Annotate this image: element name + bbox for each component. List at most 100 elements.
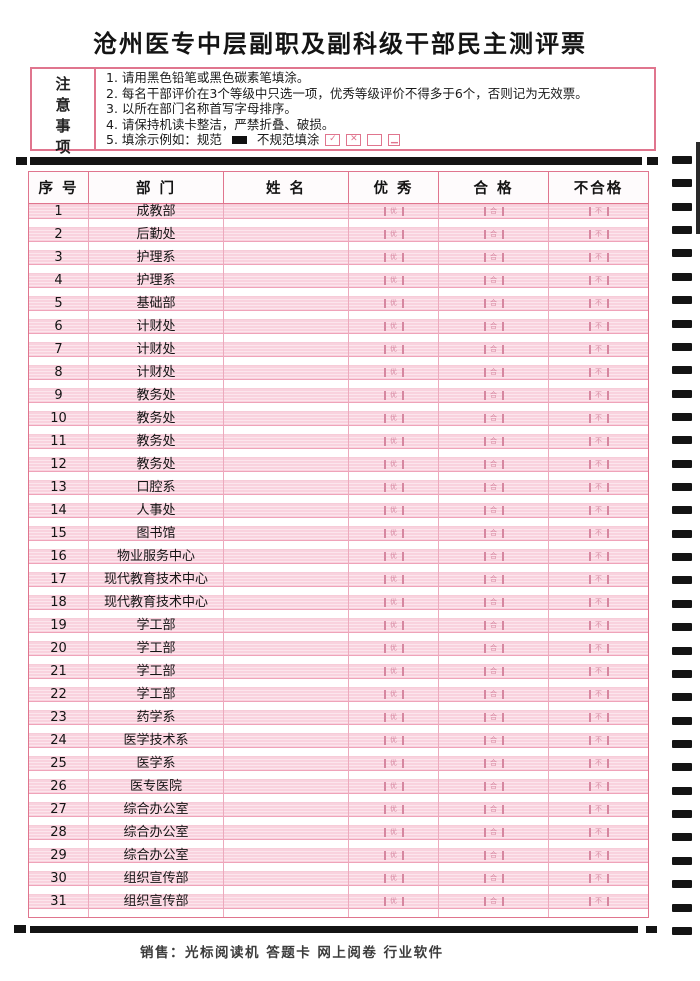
bubble-unqualified[interactable]: 不 [588,345,609,354]
bubble-unqualified[interactable]: 不 [588,713,609,722]
bubble-excellent[interactable]: 优 [383,529,404,538]
bubble-unqualified[interactable]: 不 [588,736,609,745]
bubble-unqualified[interactable]: 不 [588,322,609,331]
bubble-excellent[interactable]: 优 [383,690,404,699]
bubble-qualified[interactable]: 合 [483,460,504,469]
bubble-unqualified[interactable]: 不 [588,598,609,607]
bubble-excellent[interactable]: 优 [383,322,404,331]
bubble-qualified[interactable]: 合 [483,644,504,653]
bubble-qualified[interactable]: 合 [483,483,504,492]
bubble-excellent[interactable]: 优 [383,276,404,285]
bubble-unqualified[interactable]: 不 [588,529,609,538]
bubble-excellent[interactable]: 优 [383,621,404,630]
bubble-excellent[interactable]: 优 [383,851,404,860]
bubble-qualified[interactable]: 合 [483,782,504,791]
bubble-excellent[interactable]: 优 [383,299,404,308]
bubble-excellent[interactable]: 优 [383,230,404,239]
bubble-excellent[interactable]: 优 [383,345,404,354]
bubble-qualified[interactable]: 合 [483,368,504,377]
bubble-qualified[interactable]: 合 [483,598,504,607]
bubble-unqualified[interactable]: 不 [588,391,609,400]
row-number: 16 [29,549,89,572]
bubble-unqualified[interactable]: 不 [588,828,609,837]
row-number: 5 [29,296,89,319]
bubble-excellent[interactable]: 优 [383,391,404,400]
timing-mark [672,506,692,515]
bubble-unqualified[interactable]: 不 [588,299,609,308]
bubble-unqualified[interactable]: 不 [588,207,609,216]
bubble-unqualified[interactable]: 不 [588,897,609,906]
bubble-unqualified[interactable]: 不 [588,621,609,630]
bubble-excellent[interactable]: 优 [383,805,404,814]
bubble-excellent[interactable]: 优 [383,782,404,791]
bubble-unqualified[interactable]: 不 [588,575,609,584]
bubble-qualified[interactable]: 合 [483,828,504,837]
bubble-qualified[interactable]: 合 [483,207,504,216]
bubble-qualified[interactable]: 合 [483,874,504,883]
bubble-unqualified[interactable]: 不 [588,253,609,262]
bubble-qualified[interactable]: 合 [483,736,504,745]
bubble-qualified[interactable]: 合 [483,253,504,262]
bubble-unqualified[interactable]: 不 [588,667,609,676]
bubble-unqualified[interactable]: 不 [588,782,609,791]
row-number: 29 [29,848,89,871]
bubble-unqualified[interactable]: 不 [588,805,609,814]
bubble-unqualified[interactable]: 不 [588,690,609,699]
bubble-excellent[interactable]: 优 [383,460,404,469]
bubble-excellent[interactable]: 优 [383,759,404,768]
bubble-unqualified[interactable]: 不 [588,368,609,377]
bubble-qualified[interactable]: 合 [483,506,504,515]
bubble-unqualified[interactable]: 不 [588,460,609,469]
bubble-qualified[interactable]: 合 [483,552,504,561]
bubble-excellent[interactable]: 优 [383,207,404,216]
bubble-qualified[interactable]: 合 [483,897,504,906]
bubble-qualified[interactable]: 合 [483,690,504,699]
bubble-excellent[interactable]: 优 [383,414,404,423]
bubble-qualified[interactable]: 合 [483,437,504,446]
bubble-qualified[interactable]: 合 [483,299,504,308]
bubble-unqualified[interactable]: 不 [588,230,609,239]
bubble-excellent[interactable]: 优 [383,483,404,492]
bubble-qualified[interactable]: 合 [483,322,504,331]
bubble-excellent[interactable]: 优 [383,506,404,515]
bubble-qualified[interactable]: 合 [483,851,504,860]
bubble-qualified[interactable]: 合 [483,575,504,584]
bubble-qualified[interactable]: 合 [483,667,504,676]
bubble-excellent[interactable]: 优 [383,736,404,745]
row-department: 计财处 [89,365,224,388]
bubble-unqualified[interactable]: 不 [588,506,609,515]
bubble-qualified[interactable]: 合 [483,529,504,538]
bubble-excellent[interactable]: 优 [383,897,404,906]
bubble-unqualified[interactable]: 不 [588,759,609,768]
bubble-unqualified[interactable]: 不 [588,552,609,561]
bubble-unqualified[interactable]: 不 [588,851,609,860]
bubble-excellent[interactable]: 优 [383,552,404,561]
bubble-excellent[interactable]: 优 [383,575,404,584]
bubble-excellent[interactable]: 优 [383,828,404,837]
bubble-excellent[interactable]: 优 [383,713,404,722]
bubble-excellent[interactable]: 优 [383,253,404,262]
bubble-qualified[interactable]: 合 [483,713,504,722]
row-number: 6 [29,319,89,342]
bubble-unqualified[interactable]: 不 [588,276,609,285]
bubble-unqualified[interactable]: 不 [588,414,609,423]
bubble-qualified[interactable]: 合 [483,759,504,768]
row-department: 综合办公室 [89,825,224,848]
bubble-qualified[interactable]: 合 [483,345,504,354]
bubble-excellent[interactable]: 优 [383,874,404,883]
bubble-unqualified[interactable]: 不 [588,437,609,446]
bubble-unqualified[interactable]: 不 [588,483,609,492]
bubble-excellent[interactable]: 优 [383,667,404,676]
bubble-excellent[interactable]: 优 [383,598,404,607]
bubble-qualified[interactable]: 合 [483,805,504,814]
bubble-qualified[interactable]: 合 [483,621,504,630]
bubble-qualified[interactable]: 合 [483,276,504,285]
bubble-unqualified[interactable]: 不 [588,644,609,653]
bubble-excellent[interactable]: 优 [383,437,404,446]
bubble-unqualified[interactable]: 不 [588,874,609,883]
bubble-qualified[interactable]: 合 [483,230,504,239]
bubble-qualified[interactable]: 合 [483,391,504,400]
bubble-excellent[interactable]: 优 [383,644,404,653]
bubble-qualified[interactable]: 合 [483,414,504,423]
bubble-excellent[interactable]: 优 [383,368,404,377]
